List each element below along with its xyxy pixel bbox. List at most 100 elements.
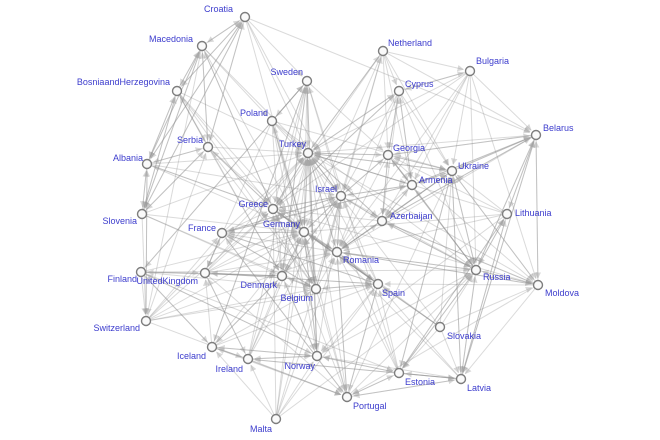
edge-Slovakia-to-Spain: [383, 287, 437, 325]
edge-Ukraine-to-Latvia: [451, 175, 464, 373]
edge-Turkey-to-Netherland: [310, 55, 380, 150]
edge-Macedonia-to-Serbia: [201, 50, 211, 141]
edge-Spain-to-Belgium: [322, 283, 374, 292]
edge-Lithuania-to-Georgia: [393, 157, 503, 213]
edge-Ukraine-to-Belarus: [456, 137, 531, 170]
edge-Macedonia-to-Poland: [205, 49, 268, 117]
edge-Azerbaijan-to-Moldova: [386, 222, 533, 284]
edge-BosniaandHerzegovina-to-Greece: [179, 94, 270, 205]
node-France: [216, 227, 228, 239]
edge-Switzerland-to-Germany: [150, 234, 299, 319]
label-Moldova: Moldova: [545, 288, 579, 298]
edge-Iceland-to-Denmark: [215, 280, 278, 344]
label-Iceland: Iceland: [177, 351, 206, 361]
edge-Albania-to-Israel: [151, 164, 335, 198]
edge-Ukraine-to-Moldova: [454, 174, 535, 281]
edge-Israel-to-Russia: [345, 197, 471, 268]
label-Slovakia: Slovakia: [447, 331, 481, 341]
edge-Slovenia-to-Denmark: [146, 215, 277, 274]
edge-Lithuania-to-Ukraine: [456, 174, 504, 212]
edge-Belarus-to-Russia: [478, 139, 535, 265]
label-Netherland: Netherland: [388, 38, 432, 48]
node-Latvia: [455, 373, 467, 385]
node-Belarus: [530, 129, 542, 141]
edge-Azerbaijan-to-Turkey: [312, 157, 379, 218]
edge-Malta-to-Norway: [278, 361, 314, 416]
edge-Russia-to-Belarus: [477, 140, 534, 266]
edge-Norway-to-Ireland: [254, 355, 313, 362]
edge-Macedonia-to-Germany: [203, 50, 302, 227]
label-Ireland: Ireland: [215, 364, 243, 374]
edge-Bulgaria-to-Ukraine: [451, 75, 470, 165]
edge-Portugal-to-Romania: [334, 258, 348, 393]
edge-UnitedKingdom-to-Ireland: [206, 277, 246, 354]
edge-Ireland-to-Denmark: [249, 281, 281, 355]
edge-Slovenia-to-Macedonia: [143, 51, 201, 210]
edge-Sweden-to-Georgia: [310, 84, 384, 151]
node-Moldova: [532, 279, 544, 291]
edge-Russia-to-Moldova: [480, 270, 532, 286]
edge-Belgium-to-Turkey: [305, 159, 317, 285]
edge-UnitedKingdom-to-Turkey: [207, 157, 304, 270]
edge-Latvia-to-Estonia: [405, 371, 457, 379]
edge-Ukraine-to-Georgia: [394, 154, 448, 171]
edge-Poland-to-Russia: [275, 123, 471, 267]
edge-Iceland-to-Finland: [145, 276, 209, 344]
edge-Switzerland-to-Romania: [150, 253, 332, 320]
edge-France-to-Spain: [226, 234, 373, 284]
edge-Russia-to-Ukraine: [451, 177, 476, 266]
edge-Poland-to-Ukraine: [276, 121, 447, 171]
edge-Azerbaijan-to-Israel: [346, 199, 378, 219]
edge-Greece-to-Cyprus: [276, 95, 395, 206]
edge-Romania-to-Moldova: [341, 252, 532, 287]
edge-Malta-to-Turkey: [276, 159, 310, 415]
edge-Israel-to-Georgia: [344, 159, 384, 194]
edge-BosniaandHerzegovina-to-Turkey: [181, 92, 303, 151]
edge-Slovenia-to-Serbia: [145, 151, 204, 211]
edge-Sweden-to-Israel: [307, 85, 341, 191]
node-Turkey: [302, 147, 314, 159]
node-Sweden: [301, 75, 313, 87]
edge-Malta-to-Germany: [276, 238, 306, 415]
edge-Finland-to-Russia: [145, 266, 470, 274]
edge-Finland-to-Belgium: [145, 272, 310, 291]
edge-Russia-to-Latvia: [459, 274, 476, 373]
edge-Russia-to-Azerbaijan: [387, 223, 472, 269]
label-Greece: Greece: [238, 199, 268, 209]
node-Romania: [331, 246, 343, 258]
label-Belgium: Belgium: [280, 293, 313, 303]
edge-Finland-to-Sweden: [143, 85, 303, 269]
edge-Slovenia-to-Croatia: [143, 22, 243, 210]
edge-Norway-to-Iceland: [218, 344, 313, 357]
edge-Switzerland-to-Serbia: [147, 152, 207, 317]
edge-Netherland-to-Bulgaria: [387, 51, 464, 72]
node-Ukraine: [446, 165, 458, 177]
edge-Ireland-to-Latvia: [252, 359, 455, 382]
edge-Portugal-to-Greece: [274, 214, 346, 393]
edge-Lithuania-to-Norway: [321, 216, 504, 353]
edge-Ukraine-to-Russia: [452, 175, 477, 264]
edge-Malta-to-Greece: [269, 215, 277, 415]
node-UnitedKingdom: [199, 267, 211, 279]
edge-Belgium-to-Spain: [320, 281, 372, 290]
edge-Sweden-to-Finland: [145, 84, 305, 268]
edge-Moldova-to-Latvia: [464, 288, 536, 375]
edge-Albania-to-Macedonia: [148, 51, 200, 160]
edge-Cyprus-to-Israel: [343, 95, 398, 191]
label-Germany: Germany: [263, 219, 301, 229]
label-Finland: Finland: [107, 274, 137, 284]
label-Russia: Russia: [483, 272, 511, 282]
edge-Romania-to-Portugal: [336, 256, 350, 391]
edge-Norway-to-Denmark: [284, 281, 316, 352]
edge-Romania-to-Russia: [341, 252, 470, 272]
node-Lithuania: [501, 208, 513, 220]
edge-Portugal-to-Estonia: [351, 375, 394, 396]
edge-Macedonia-to-Slovenia: [143, 50, 201, 209]
node-Israel: [335, 190, 347, 202]
edge-Switzerland-to-Turkey: [149, 157, 304, 318]
edge-Lithuania-to-Russia: [478, 218, 506, 265]
edge-Switzerland-to-France: [148, 237, 218, 318]
edge-BosniaandHerzegovina-to-Croatia: [180, 21, 241, 88]
edge-Bulgaria-to-Cyprus: [404, 71, 466, 91]
